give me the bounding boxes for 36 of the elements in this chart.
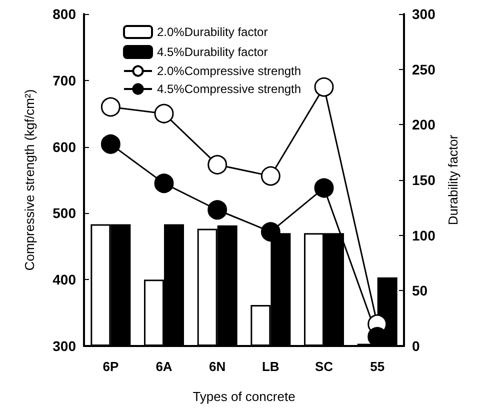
- point: [154, 174, 174, 194]
- y2-tick-label: 0: [412, 338, 420, 354]
- x-tick-label: 6N: [209, 359, 226, 374]
- x-tick-label: 6P: [102, 359, 119, 374]
- y-tick-label: 400: [52, 272, 76, 288]
- y2-tick-label: 200: [412, 116, 436, 133]
- point: [100, 97, 120, 117]
- legend-label: 4.5%Durability factor: [157, 45, 268, 59]
- legend-label: 2.0%Compressive strength: [157, 64, 302, 78]
- y2-tick-label: 150: [412, 172, 436, 188]
- point: [260, 166, 280, 186]
- point: [208, 154, 228, 174]
- x-tick-label: 6A: [156, 359, 173, 374]
- x-tick-label: LB: [262, 359, 280, 374]
- x-tick-label: SC: [314, 359, 334, 374]
- y2-tick-label: 250: [412, 61, 436, 78]
- y-axis-title: Compressive strength (kgf/cm²): [22, 89, 37, 271]
- y2-tick-label: 100: [412, 227, 436, 244]
- point: [314, 77, 334, 97]
- y-tick-label: 500: [52, 205, 76, 222]
- point: [154, 104, 174, 124]
- y2-tick-label: 300: [412, 6, 436, 22]
- y2-axis-title: Durability factor: [445, 134, 460, 226]
- x-tick-label: 55: [370, 359, 385, 374]
- y-tick-label: 700: [52, 72, 76, 88]
- x-axis-title: Types of concrete: [192, 389, 296, 404]
- y-tick-label: 600: [52, 138, 76, 155]
- point: [208, 200, 228, 220]
- y-tick-label: 800: [52, 6, 76, 22]
- point: [314, 178, 334, 198]
- y2-tick-label: 50: [412, 282, 428, 299]
- legend-label: 4.5%Compressive strength: [157, 82, 302, 96]
- y-tick-label: 300: [52, 338, 76, 354]
- legend-label: 2.0%Durability factor: [157, 25, 268, 39]
- point: [100, 134, 120, 154]
- point: [260, 222, 280, 242]
